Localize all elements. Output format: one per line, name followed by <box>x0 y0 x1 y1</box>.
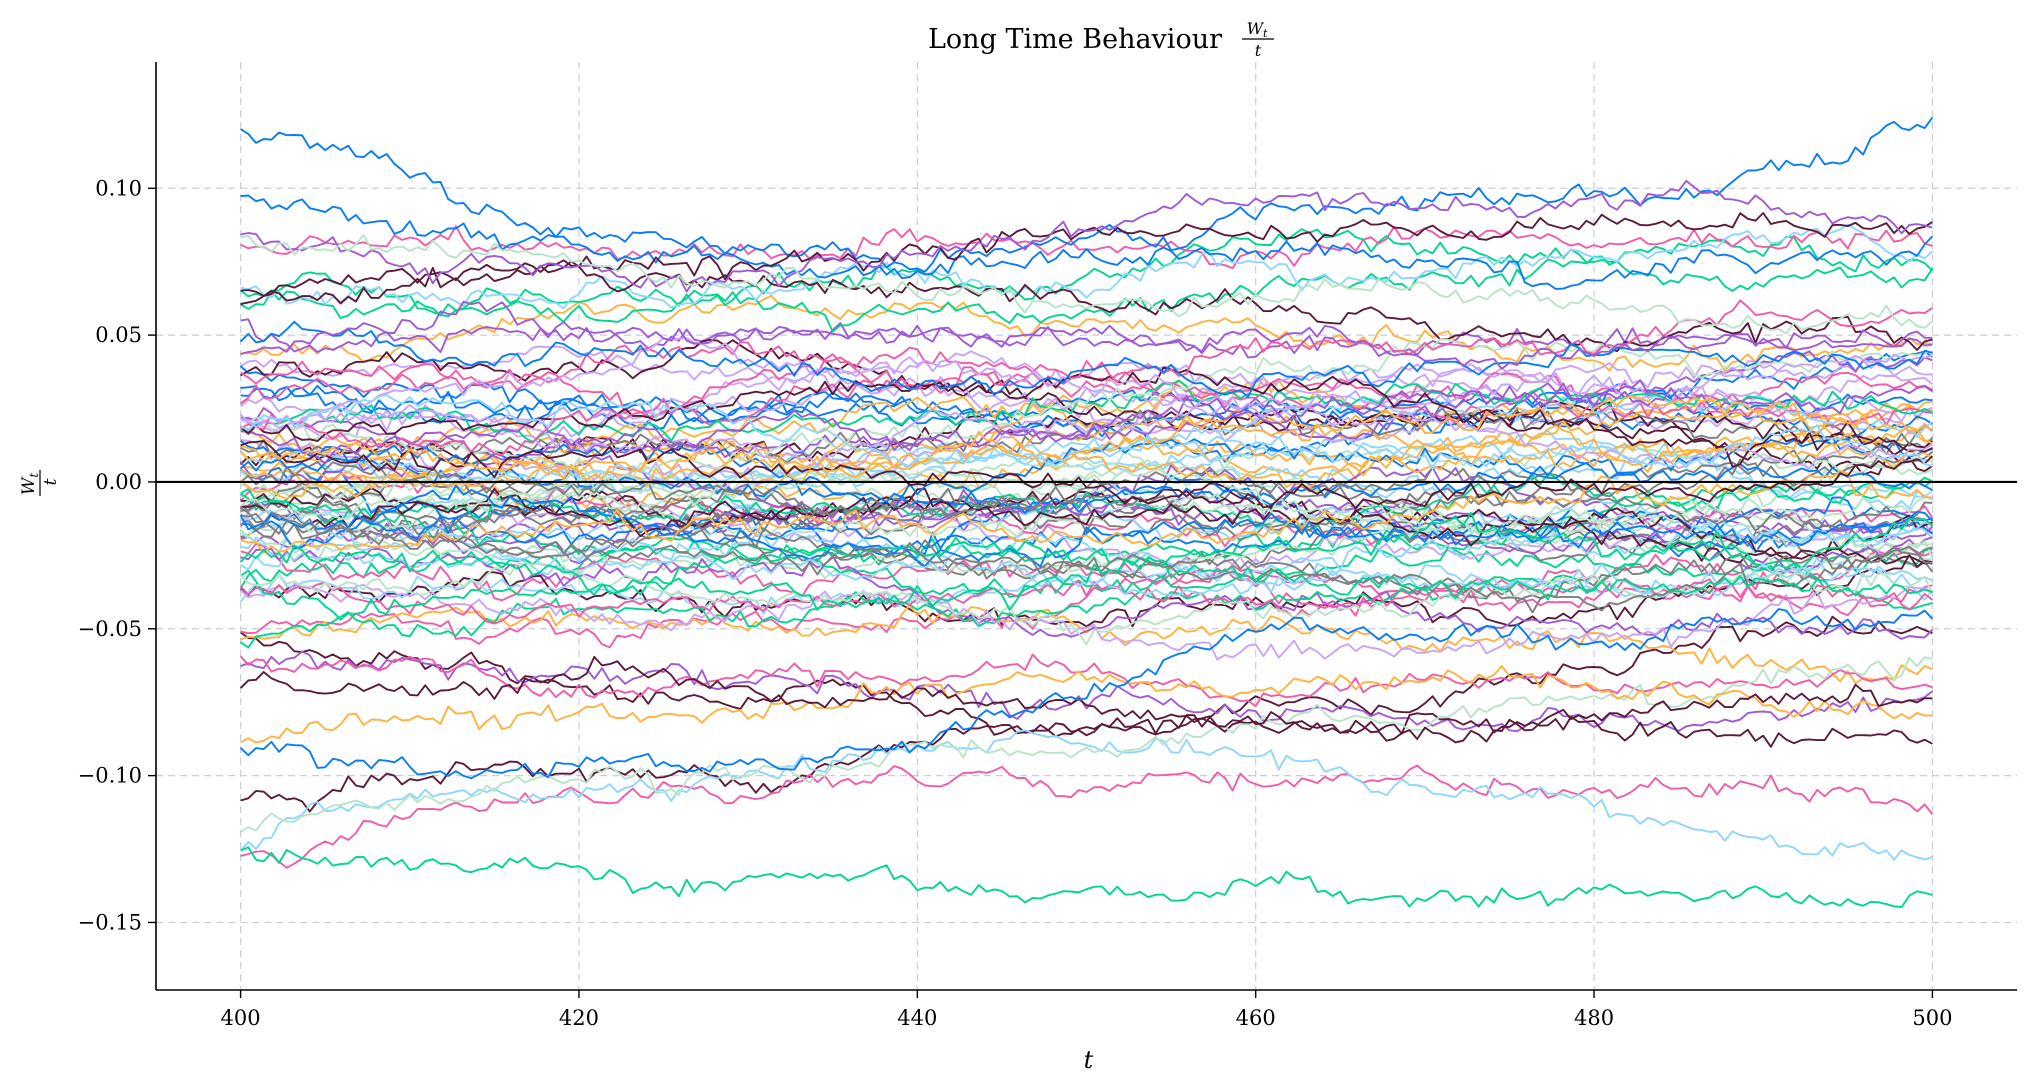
grid <box>156 62 2017 990</box>
series-line <box>240 338 1933 483</box>
x-tick-label: 420 <box>559 1006 599 1030</box>
x-tick-label: 480 <box>1574 1006 1614 1030</box>
chart-title-text: Long Time Behaviour <box>928 24 1222 55</box>
title-fraction-numerator: Wt <box>1247 19 1268 40</box>
title-fraction-denominator: t <box>1255 41 1262 60</box>
series-group <box>239 116 1934 909</box>
series-line <box>239 655 1933 744</box>
series-line <box>240 318 1933 359</box>
series-line <box>240 194 1934 290</box>
series-line <box>240 116 1934 273</box>
series-line <box>240 665 1933 744</box>
series-line <box>240 546 1933 649</box>
series-line <box>239 582 1933 661</box>
y-axis-label: Wtt <box>19 469 61 496</box>
series-line <box>240 469 1933 554</box>
series-line <box>240 260 1933 353</box>
series-line <box>239 366 1933 468</box>
y-tick-label: 0.05 <box>95 323 142 347</box>
y-label-denominator: t <box>41 478 61 485</box>
series-line <box>240 212 1933 297</box>
series-line <box>240 496 1933 555</box>
series-line <box>240 604 1933 685</box>
y-label-numerator: Wt <box>19 473 41 495</box>
series-line <box>239 608 1934 780</box>
axes <box>148 62 2017 998</box>
chart-title: Long Time Behaviour Wtt <box>928 19 1274 60</box>
labels: 400 420 440 460 480 500 0.10 0.05 0.00 −0.05 −0.10… <box>19 19 1952 1074</box>
series-line <box>239 564 1934 615</box>
series-line <box>240 370 1933 429</box>
series-line <box>240 179 1933 293</box>
series-line <box>240 656 1933 833</box>
series-line <box>239 544 1933 611</box>
series-line <box>240 650 1933 733</box>
series-line <box>239 484 1934 568</box>
series-line <box>240 440 1934 510</box>
series-line <box>240 339 1934 456</box>
series-line <box>240 234 1934 335</box>
x-tick-label: 400 <box>221 1006 261 1030</box>
series-line <box>239 454 1933 571</box>
series-line <box>240 294 1933 372</box>
series-line <box>240 429 1933 556</box>
series-line <box>240 764 1934 869</box>
series-line <box>240 394 1933 470</box>
series-line <box>240 299 1933 457</box>
y-tick-label: −0.15 <box>78 910 142 934</box>
series-line <box>239 653 1933 708</box>
series-line <box>240 468 1933 554</box>
x-tick-label: 460 <box>1236 1006 1276 1030</box>
x-axis-label: t <box>1084 1046 1094 1074</box>
series-line <box>240 225 1933 270</box>
series-line <box>240 451 1934 535</box>
series-line <box>240 415 1933 515</box>
series-line <box>240 511 1934 621</box>
series-line <box>240 255 1934 333</box>
y-tick-label: 0.00 <box>95 470 142 494</box>
series-line <box>240 487 1933 564</box>
series-line <box>240 547 1934 640</box>
series-line <box>239 394 1934 484</box>
series-line <box>240 474 1934 538</box>
series-line <box>239 729 1933 861</box>
series-line <box>240 337 1933 470</box>
x-tick-label: 440 <box>897 1006 937 1030</box>
y-tick-label: 0.10 <box>95 176 142 200</box>
x-tick-label: 500 <box>1912 1006 1952 1030</box>
y-label-numerator-sub: t <box>27 473 41 478</box>
series-line <box>240 300 1933 370</box>
y-tick-label: −0.10 <box>78 764 142 788</box>
series-line <box>239 395 1933 479</box>
y-tick-label: −0.05 <box>78 617 142 641</box>
series-line <box>240 340 1933 406</box>
title-fraction-numerator-sub: t <box>1263 27 1268 40</box>
series-line <box>240 228 1934 320</box>
series-line <box>240 615 1933 738</box>
series-line <box>240 846 1933 909</box>
series-line <box>240 507 1933 614</box>
series-line <box>240 223 1934 310</box>
